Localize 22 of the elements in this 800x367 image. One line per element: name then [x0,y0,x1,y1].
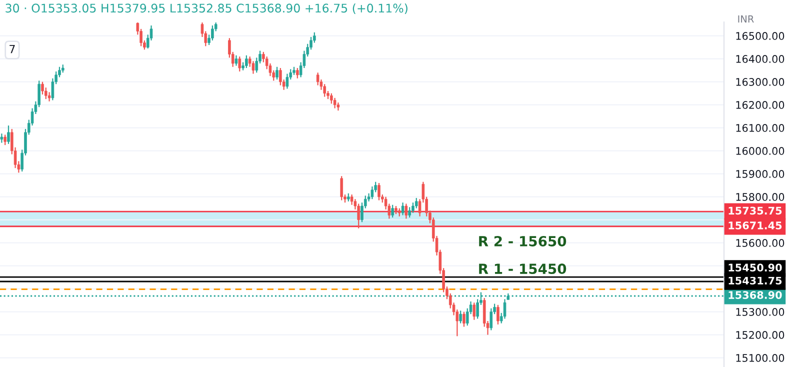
y-axis-title: INR [738,15,754,23]
y-tick-label: 16000.00 [736,147,784,155]
y-tick-label: 15100.00 [736,354,784,362]
y-tick-label: 16300.00 [736,78,784,86]
ref-line-label: 15671.45 [728,222,782,230]
annotation: R 2 - 15650 [479,236,566,246]
ref-line-label: 15735.75 [728,206,782,215]
ref-line-label: 15450.90 [728,264,782,272]
annotation: 7 [10,44,15,54]
y-tick-label: 15900.00 [736,170,784,178]
y-tick-label: 15200.00 [736,331,784,339]
y-tick-label: 15800.00 [736,193,784,201]
y-tick-label: 16100.00 [736,124,784,132]
ref-line-label: 15431.75 [728,276,782,285]
y-tick-label: 15300.00 [736,308,784,316]
annotation: R 1 - 15450 [479,264,566,274]
y-tick-label: 16400.00 [736,55,784,63]
y-tick-label: 15600.00 [736,239,784,247]
chart-title: 30 · O15353.05 H15379.95 L15352.85 C15368.90 +16.75 (+0.11%) [6,3,408,14]
ref-line-label: 15368.90 [728,291,782,299]
y-tick-label: 16500.00 [736,32,784,40]
y-tick-label: 16200.00 [736,101,784,109]
